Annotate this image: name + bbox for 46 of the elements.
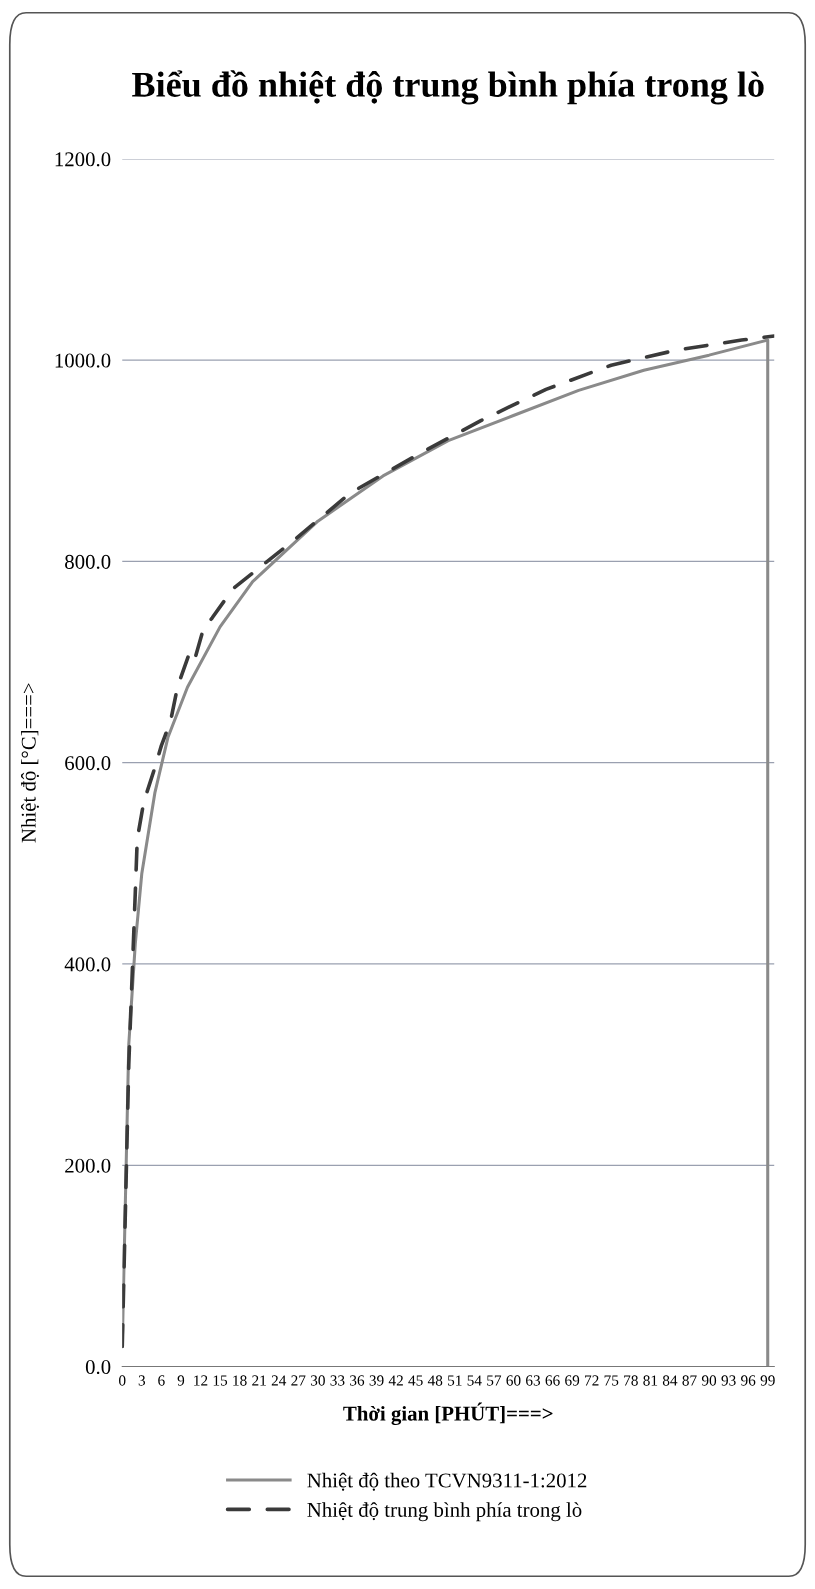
y-tick-label: 200.0 bbox=[65, 1158, 111, 1173]
legend-label: Nhiệt độ theo TCVN9311-1:2012 bbox=[307, 1472, 587, 1491]
x-tick-label: 96 bbox=[741, 1375, 756, 1386]
x-tick-label: 12 bbox=[194, 1375, 208, 1386]
x-tick-label: 0 bbox=[119, 1375, 126, 1386]
x-tick-label: 66 bbox=[545, 1375, 560, 1386]
x-tick-label: 57 bbox=[487, 1375, 502, 1386]
x-tick-label: 48 bbox=[427, 1375, 443, 1386]
y-tick-label: 1200.0 bbox=[55, 152, 111, 167]
x-tick-label: 42 bbox=[388, 1375, 403, 1386]
chart-title: Biểu đồ nhiệt độ trung bình phía trong lò bbox=[132, 70, 764, 105]
x-tick-label: 60 bbox=[506, 1375, 521, 1386]
x-axis-title: Thời gian [PHÚT]===> bbox=[343, 1402, 553, 1426]
x-tick-label: 21 bbox=[252, 1375, 266, 1386]
x-tick-label: 99 bbox=[760, 1375, 775, 1386]
x-tick-label: 93 bbox=[721, 1375, 736, 1386]
x-tick-label: 81 bbox=[643, 1375, 658, 1386]
x-tick-label: 69 bbox=[565, 1375, 580, 1386]
x-tick-label: 18 bbox=[233, 1375, 247, 1386]
x-tick-label: 24 bbox=[271, 1375, 287, 1386]
y-axis-title: Nhiệt độ [°C]===> bbox=[21, 683, 39, 843]
x-tick-label: 51 bbox=[448, 1375, 462, 1386]
x-tick-label: 87 bbox=[682, 1375, 697, 1386]
x-tick-label: 63 bbox=[526, 1375, 541, 1386]
y-tick-label: 800.0 bbox=[65, 554, 111, 569]
y-tick-label: 1000.0 bbox=[55, 353, 111, 368]
x-tick-label: 36 bbox=[350, 1375, 365, 1386]
y-tick-label: 600.0 bbox=[65, 756, 111, 771]
x-tick-label: 33 bbox=[330, 1375, 345, 1386]
x-tick-label: 39 bbox=[369, 1375, 384, 1386]
x-tick-label: 84 bbox=[662, 1375, 678, 1386]
x-tick-label: 54 bbox=[467, 1375, 482, 1386]
x-tick-label: 3 bbox=[138, 1375, 146, 1386]
x-tick-label: 30 bbox=[310, 1375, 325, 1386]
x-tick-label: 45 bbox=[408, 1375, 423, 1386]
x-tick-label: 6 bbox=[158, 1375, 165, 1386]
x-tick-label: 27 bbox=[291, 1375, 306, 1386]
x-tick-label: 9 bbox=[177, 1375, 185, 1386]
x-tick-label: 72 bbox=[585, 1375, 599, 1386]
x-tick-label: 75 bbox=[604, 1375, 619, 1386]
x-tick-label: 90 bbox=[701, 1375, 717, 1386]
x-tick-label: 78 bbox=[624, 1375, 638, 1386]
legend-label: Nhiệt độ trung bình phía trong lò bbox=[307, 1502, 582, 1522]
x-tick-label: 15 bbox=[213, 1375, 228, 1386]
y-tick-label: 0.0 bbox=[85, 1359, 111, 1375]
y-tick-label: 400.0 bbox=[64, 957, 111, 972]
